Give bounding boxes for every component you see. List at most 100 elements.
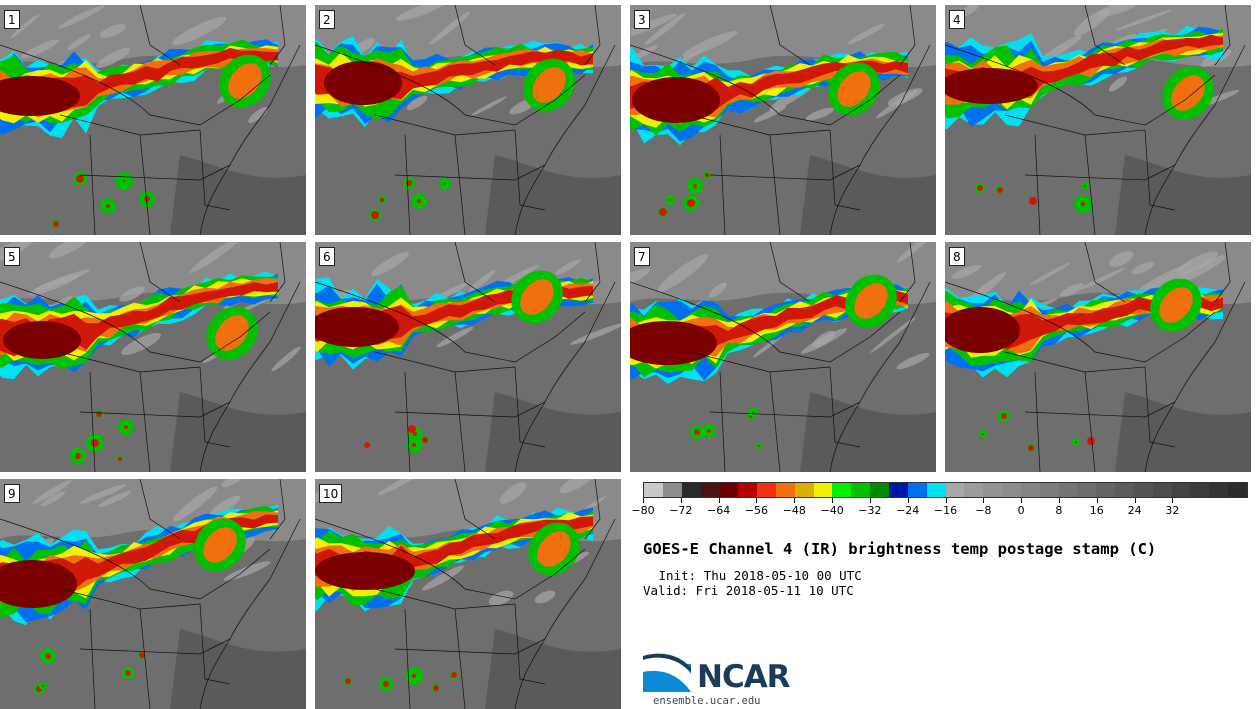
colorbar-swatch (813, 483, 833, 497)
site-url: ensemble.ucar.edu (653, 695, 761, 707)
colorbar-tick (1096, 498, 1098, 503)
colorbar-swatch (1020, 483, 1040, 497)
ir-satellite-map (315, 242, 621, 472)
colorbar-tick-label: −32 (858, 504, 882, 517)
init-time: Init: Thu 2018-05-10 00 UTC (651, 568, 862, 583)
colorbar-tick-label: 24 (1127, 504, 1142, 517)
ir-satellite-map (315, 479, 621, 709)
panel-number-label: 5 (4, 247, 20, 266)
colorbar-swatch (719, 483, 739, 497)
ir-satellite-map (630, 242, 936, 472)
colorbar-swatch (945, 483, 965, 497)
panel-number-label: 10 (319, 484, 343, 503)
forecast-panel-8: 8 (945, 242, 1251, 472)
colorbar-tick-label: −40 (820, 504, 844, 517)
colorbar-swatch (1190, 483, 1210, 497)
colorbar-tick (680, 498, 682, 503)
colorbar-tick (832, 498, 834, 503)
forecast-panel-10: 10 (315, 479, 621, 709)
ir-satellite-map (0, 242, 306, 472)
colorbar-tick-label: 16 (1089, 504, 1104, 517)
colorbar-swatch (888, 483, 908, 497)
colorbar-tick-label: −72 (669, 504, 693, 517)
colorbar-tick-label: 0 (1017, 504, 1025, 517)
colorbar-tick (1172, 498, 1174, 503)
colorbar-swatch (1002, 483, 1021, 497)
colorbar-tick-label: 8 (1055, 504, 1063, 517)
colorbar-tick (718, 498, 720, 503)
ir-satellite-map (630, 5, 936, 235)
colorbar-swatch (681, 483, 701, 497)
ir-satellite-map (0, 5, 306, 235)
ir-satellite-map (945, 5, 1251, 235)
colorbar-ticks: −80 −72 −64 −56 −48 −40 −32 −24 −16 −8 0 8 16 24 32 (631, 498, 1248, 522)
colorbar-tick (869, 498, 871, 503)
colorbar-swatch (1171, 483, 1191, 497)
colorbar-tick-label: −80 (631, 504, 655, 517)
colorbar-tick (1021, 498, 1023, 503)
colorbar-tick (907, 498, 909, 503)
colorbar-swatch (1096, 483, 1116, 497)
colorbar-swatch (1058, 483, 1078, 497)
panel-number-label: 1 (4, 10, 20, 29)
colorbar-swatch (907, 483, 927, 497)
colorbar (643, 482, 1248, 498)
colorbar-swatch (1209, 483, 1229, 497)
colorbar-swatch (662, 483, 682, 497)
panel-number-label: 2 (319, 10, 335, 29)
colorbar-tick (1058, 498, 1060, 503)
ir-satellite-map (0, 479, 306, 709)
ncar-logo (643, 653, 691, 692)
colorbar-tick-label: −24 (896, 504, 920, 517)
panel-number-label: 6 (319, 247, 335, 266)
valid-time: Valid: Fri 2018-05-11 10 UTC (643, 583, 854, 598)
forecast-panel-5: 5 (0, 242, 306, 472)
colorbar-tick-label: −48 (782, 504, 806, 517)
forecast-panel-4: 4 (945, 5, 1251, 235)
ir-satellite-map (315, 5, 621, 235)
colorbar-swatch (1077, 483, 1097, 497)
colorbar-swatch (1115, 483, 1134, 497)
colorbar-swatch (775, 483, 795, 497)
forecast-panel-9: 9 (0, 479, 306, 709)
panel-number-label: 9 (4, 484, 20, 503)
colorbar-tick-label: −8 (975, 504, 992, 517)
colorbar-tick-label: −16 (933, 504, 958, 517)
ncar-logo-text: NCAR (697, 659, 791, 695)
colorbar-swatch (1228, 483, 1247, 497)
colorbar-swatch (1133, 483, 1153, 497)
forecast-panel-6: 6 (315, 242, 621, 472)
forecast-panel-7: 7 (630, 242, 936, 472)
colorbar-tick (756, 498, 758, 503)
colorbar-swatch (964, 483, 984, 497)
colorbar-swatch (700, 483, 720, 497)
panel-number-label: 3 (634, 10, 650, 29)
colorbar-swatch (757, 483, 776, 497)
ir-satellite-map (945, 242, 1251, 472)
colorbar-swatch (832, 483, 852, 497)
colorbar-swatch (738, 483, 758, 497)
colorbar-tick (983, 498, 985, 503)
colorbar-swatch (926, 483, 946, 497)
colorbar-swatch (851, 483, 871, 497)
colorbar-swatch (1039, 483, 1059, 497)
colorbar-swatch (983, 483, 1003, 497)
colorbar-tick-label: 32 (1165, 504, 1180, 517)
colorbar-swatch (870, 483, 889, 497)
colorbar-tick (794, 498, 796, 503)
forecast-panel-3: 3 (630, 5, 936, 235)
chart-title: GOES-E Channel 4 (IR) brightness temp po… (643, 540, 1157, 558)
forecast-panel-2: 2 (315, 5, 621, 235)
colorbar-tick (945, 498, 947, 503)
colorbar-tick (643, 498, 644, 503)
colorbar-swatch (1152, 483, 1172, 497)
panel-number-label: 7 (634, 247, 650, 266)
colorbar-tick (1134, 498, 1136, 503)
colorbar-swatch (644, 483, 663, 497)
colorbar-tick-label: −56 (744, 504, 768, 517)
colorbar-tick-label: −64 (706, 504, 731, 517)
colorbar-swatch (794, 483, 814, 497)
forecast-panel-1: 1 (0, 5, 306, 235)
panel-number-label: 8 (949, 247, 965, 266)
panel-number-label: 4 (949, 10, 965, 29)
